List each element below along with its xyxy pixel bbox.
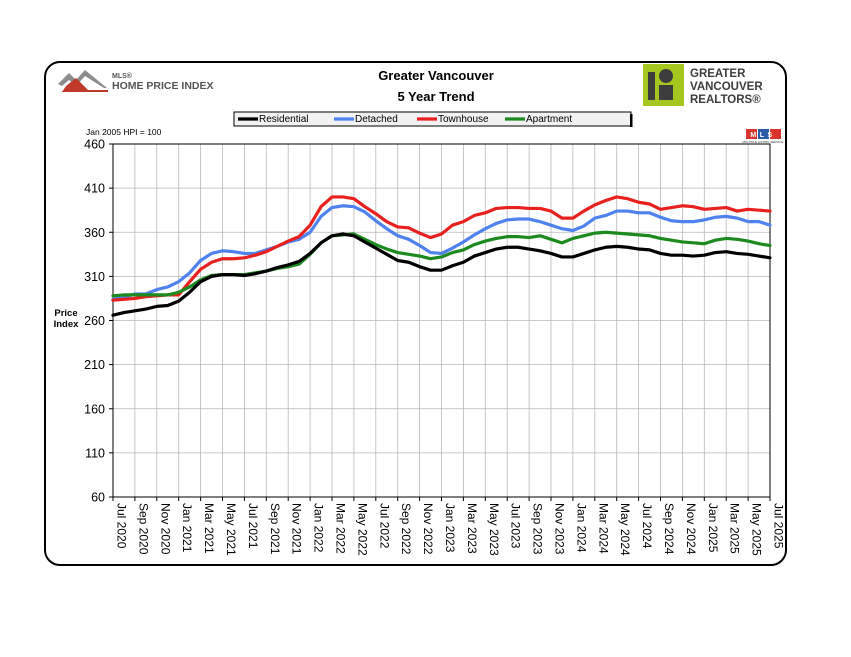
x-tick-label: Jan 2024 xyxy=(574,503,588,553)
x-tick-label: Sep 2021 xyxy=(268,503,282,555)
x-tick-label: Mar 2025 xyxy=(728,503,742,554)
x-tick-label: Jul 2021 xyxy=(246,503,260,549)
legend-shadow xyxy=(630,114,633,127)
hpi-logo-mls: MLS® xyxy=(112,72,133,80)
hpi-note: Jan 2005 HPI = 100 xyxy=(86,127,162,137)
x-tick-label: Sep 2020 xyxy=(136,503,150,555)
x-tick-label: Jan 2022 xyxy=(312,503,326,553)
x-tick-label: Mar 2021 xyxy=(202,503,216,554)
x-tick-label: Jul 2022 xyxy=(377,503,391,549)
x-tick-label: Sep 2024 xyxy=(662,503,676,555)
x-tick-label: May 2022 xyxy=(355,503,369,556)
x-tick-label: Jan 2025 xyxy=(706,503,720,553)
x-tick-label: May 2024 xyxy=(618,503,632,556)
gvr-logo-line-3: REALTORS® xyxy=(690,94,761,106)
chart-title: Greater Vancouver xyxy=(378,68,494,83)
x-tick-label: Nov 2023 xyxy=(553,503,567,555)
hpi-logo-house-icon xyxy=(62,78,108,92)
x-tick-label: Jul 2025 xyxy=(772,503,786,549)
y-tick-label: 60 xyxy=(91,491,105,505)
mls-badge-sub: MULTIPLE LISTING SERVICE xyxy=(743,140,784,144)
legend-label-apartment: Apartment xyxy=(526,114,572,125)
y-tick-label: 210 xyxy=(84,358,105,372)
x-tick-label: Jan 2023 xyxy=(443,503,457,553)
hpi-logo-text: HOME PRICE INDEX xyxy=(112,80,214,92)
mls-badge-box-2 xyxy=(758,129,769,139)
x-tick-label: Nov 2024 xyxy=(684,503,698,555)
x-tick-label: Nov 2021 xyxy=(290,503,304,555)
series-line-townhouse xyxy=(111,195,772,302)
x-tick-label: Sep 2023 xyxy=(531,503,545,555)
y-axis-label-line-2: Index xyxy=(54,319,80,330)
y-axis-label-line-1: Price xyxy=(54,308,77,319)
x-tick-label: Mar 2024 xyxy=(596,503,610,554)
y-tick-label: 410 xyxy=(84,182,105,196)
chart-frame xyxy=(44,61,787,566)
x-tick-label: Nov 2022 xyxy=(421,503,435,555)
chart-subtitle: 5 Year Trend xyxy=(397,89,474,104)
mls-badge-box-3 xyxy=(770,129,781,139)
legend-label-residential: Residential xyxy=(259,114,308,125)
x-tick-label: Nov 2020 xyxy=(158,503,172,555)
mls-badge: MLS MULTIPLE LISTING SERVICE xyxy=(743,129,784,144)
mls-badge-text: MLS xyxy=(750,132,775,139)
hpi-logo: MLS® HOME PRICE INDEX xyxy=(58,70,214,92)
gvr-logo-line-2: VANCOUVER xyxy=(690,81,763,93)
x-tick-label: Jul 2020 xyxy=(115,503,129,549)
x-tick-label: May 2021 xyxy=(224,503,238,556)
plot-area: 60 110 160 210 260 310 360 410 460 Jul 2020 Sep 20… xyxy=(84,138,785,557)
gvr-logo-circle xyxy=(659,69,673,83)
gvr-logo-line-1: GREATER xyxy=(690,68,746,80)
x-tick-label: May 2025 xyxy=(750,503,764,556)
gvr-logo: GREATER VANCOUVER REALTORS® xyxy=(643,64,763,106)
gvr-logo-bar xyxy=(648,72,655,100)
x-tick-label: Mar 2022 xyxy=(334,503,348,554)
legend-label-townhouse: Townhouse xyxy=(438,114,489,125)
series-line-residential xyxy=(111,232,772,317)
plot-border xyxy=(112,143,771,498)
gvr-logo-block xyxy=(659,85,673,100)
y-tick-label: 360 xyxy=(84,226,105,240)
x-tick-label: Jul 2023 xyxy=(509,503,523,549)
series-line-detached xyxy=(111,204,772,301)
x-tick-label: May 2023 xyxy=(487,503,501,556)
y-tick-label: 310 xyxy=(84,270,105,284)
hpi-logo-roof-icon xyxy=(58,70,107,88)
y-tick-label: 160 xyxy=(84,402,105,416)
x-tick-label: Mar 2023 xyxy=(465,503,479,554)
legend: Residential Detached Townhouse Apartment xyxy=(233,111,633,127)
x-tick-label: Sep 2022 xyxy=(399,503,413,555)
y-tick-label: 110 xyxy=(85,446,105,460)
x-tick-label: Jan 2021 xyxy=(180,503,194,553)
x-tick-label: Jul 2024 xyxy=(640,503,654,549)
y-tick-label: 260 xyxy=(84,314,105,328)
legend-label-detached: Detached xyxy=(355,114,398,125)
mls-badge-box-1 xyxy=(746,129,757,139)
y-tick-label: 460 xyxy=(84,138,105,152)
